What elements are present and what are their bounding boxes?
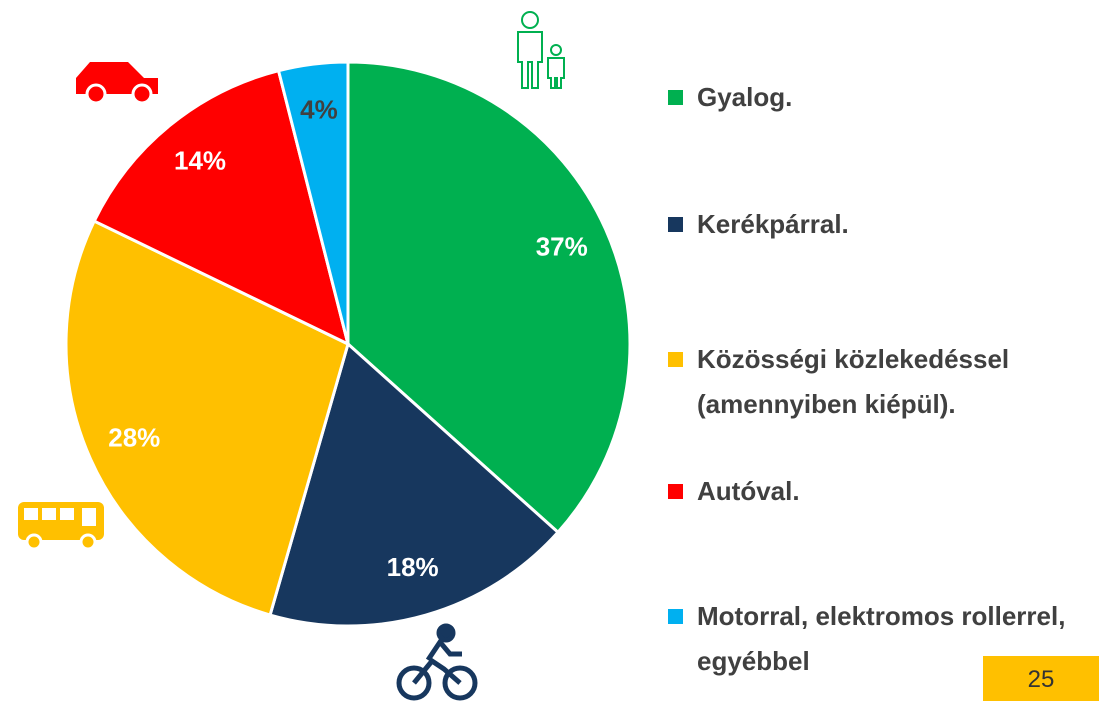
legend-item: Gyalog. (668, 75, 1067, 120)
bicycle-icon (396, 623, 478, 701)
legend-swatch (668, 352, 683, 367)
slice-label: 18% (387, 552, 439, 582)
slice-label: 4% (300, 95, 338, 125)
slice-label: 14% (174, 146, 226, 176)
legend-label: Közösségi közlekedéssel (amennyiben kiép… (697, 344, 1010, 419)
slice-label: 28% (108, 422, 160, 452)
legend-item: Autóval. (668, 469, 1067, 514)
pie-slice (64, 219, 350, 617)
pie-slice (268, 341, 561, 628)
legend-swatch (668, 217, 683, 232)
slice-label: 37% (536, 231, 588, 261)
car-icon (76, 62, 158, 105)
legend-item: Kerékpárral. (668, 202, 1067, 247)
legend-item: Közösségi közlekedéssel (amennyiben kiép… (668, 337, 1067, 427)
pie-slice (346, 60, 632, 535)
legend-label: Kerékpárral. (697, 209, 849, 239)
pie-slice (92, 68, 351, 347)
bus-icon (18, 502, 104, 551)
pie-slice (276, 60, 350, 345)
legend-item: Motorral, elektromos rollerrel, egyébbel (668, 594, 1067, 684)
legend-label: Motorral, elektromos rollerrel, egyébbel (697, 601, 1066, 676)
legend-swatch (668, 609, 683, 624)
page-number: 25 (983, 656, 1099, 701)
pedestrian-icon (517, 11, 565, 89)
legend-label: Gyalog. (697, 82, 793, 112)
legend-swatch (668, 484, 683, 499)
legend-label: Autóval. (697, 476, 800, 506)
legend-swatch (668, 90, 683, 105)
